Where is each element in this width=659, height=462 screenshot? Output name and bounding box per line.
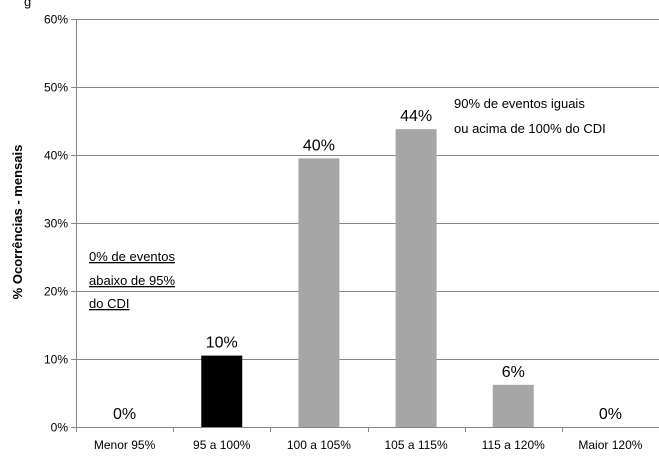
annotation-above-100-line-2: ou acima de 100% do CDI: [454, 121, 606, 136]
data-labels: 0% 10% 40% 44% 6% 0%: [113, 108, 622, 423]
x-tick-label: Menor 95%: [94, 438, 156, 452]
y-axis-label: % Ocorrências - mensais: [10, 145, 25, 300]
x-tick-label: Maior 120%: [578, 438, 642, 452]
bar: [492, 384, 534, 427]
x-tick-label: 100 a 105%: [287, 438, 351, 452]
annotation-below-95-line-2: abaixo de 95%: [89, 273, 175, 288]
bars: [201, 129, 534, 427]
bar: [298, 158, 340, 427]
bar-data-label: 6%: [502, 364, 525, 381]
y-tick-labels: 0% 10% 20% 30% 40% 50% 60%: [44, 13, 68, 435]
axes: [71, 19, 659, 432]
bar: [201, 355, 243, 427]
y-tick-label: 50%: [44, 81, 68, 95]
annotation-below-95-line-1: 0% de eventos: [89, 249, 176, 264]
bar-data-label: 10%: [206, 335, 238, 352]
y-tick-label: 60%: [44, 13, 68, 27]
annotation-below-95: 0% de eventos abaixo de 95% do CDI: [89, 249, 176, 311]
y-tick-label: 40%: [44, 149, 68, 163]
annotation-above-100-line-1: 90% de eventos iguais: [454, 96, 585, 111]
y-tick-label: 30%: [44, 217, 68, 231]
bar-data-label: 0%: [113, 406, 136, 423]
x-tick-label: 115 a 120%: [482, 438, 545, 452]
x-tick-label: 105 a 115%: [384, 438, 447, 452]
bar-data-label: 0%: [599, 406, 622, 423]
y-tick-label: 0%: [51, 421, 69, 435]
annotation-above-100: 90% de eventos iguais ou acima de 100% d…: [454, 96, 606, 136]
x-tick-label: 95 a 100%: [193, 438, 251, 452]
gridlines: [76, 19, 659, 360]
bar: [395, 129, 437, 427]
clipped-top-text: g: [24, 0, 31, 9]
bar-data-label: 40%: [303, 137, 335, 154]
x-tick-labels: Menor 95% 95 a 100% 100 a 105% 105 a 115% 11…: [94, 438, 643, 452]
bar-data-label: 44%: [400, 108, 432, 125]
annotation-below-95-line-3: do CDI: [89, 296, 129, 311]
y-tick-label: 20%: [44, 285, 68, 299]
y-tick-label: 10%: [44, 353, 68, 367]
